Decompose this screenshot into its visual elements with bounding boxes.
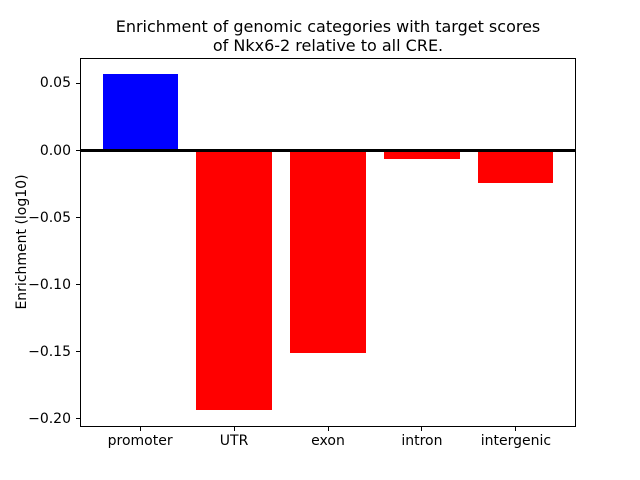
bar-exon <box>290 150 366 354</box>
y-tick-label: 0.00 <box>39 142 71 159</box>
y-tick-label: −0.20 <box>28 410 71 427</box>
x-tick-mark <box>515 427 517 431</box>
x-tick-label-intron: intron <box>401 433 443 449</box>
chart-title: Enrichment of genomic categories with ta… <box>115 17 541 55</box>
y-tick-mark <box>76 418 80 420</box>
y-tick-label: −0.05 <box>28 209 71 226</box>
x-tick-label-promoter: promoter <box>107 433 173 449</box>
y-tick-label: 0.05 <box>39 75 71 92</box>
y-tick-mark <box>76 284 80 286</box>
plot-area <box>80 58 576 427</box>
y-tick-label: −0.15 <box>28 343 71 360</box>
x-tick-mark <box>139 427 141 431</box>
zero-line <box>80 149 576 153</box>
y-tick-label: −0.10 <box>28 276 71 293</box>
bar-intergenic <box>478 150 554 183</box>
x-tick-label-UTR: UTR <box>219 433 249 449</box>
y-tick-mark <box>76 150 80 152</box>
y-tick-mark <box>76 351 80 353</box>
x-tick-label-exon: exon <box>311 433 345 449</box>
bar-intron <box>384 150 460 159</box>
x-tick-mark <box>233 427 235 431</box>
x-tick-label-intergenic: intergenic <box>480 433 552 449</box>
x-tick-mark <box>327 427 329 431</box>
bar-promoter <box>102 74 178 151</box>
bar-UTR <box>196 150 272 410</box>
y-tick-mark <box>76 217 80 219</box>
x-tick-mark <box>421 427 423 431</box>
y-tick-mark <box>76 82 80 84</box>
